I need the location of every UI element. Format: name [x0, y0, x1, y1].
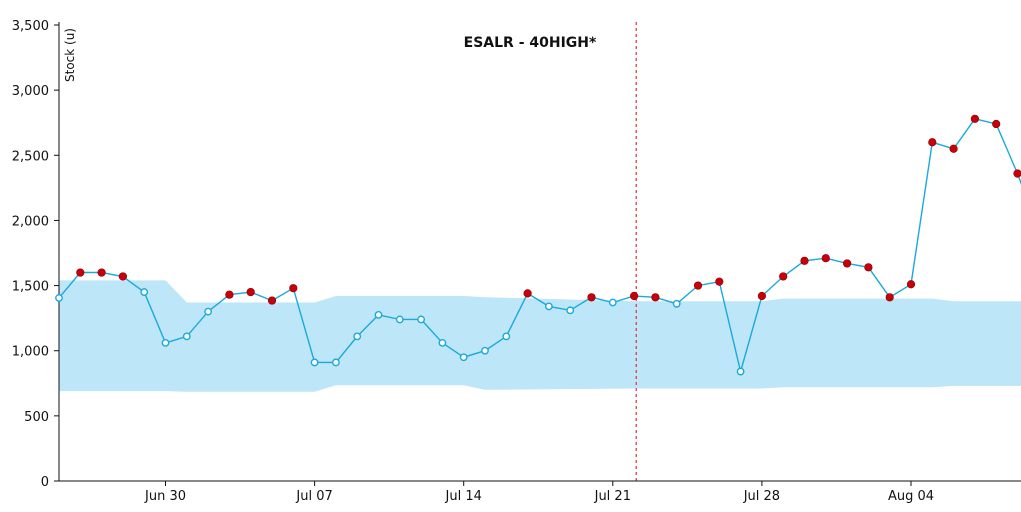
data-point-over	[97, 268, 106, 277]
data-point-over	[225, 290, 234, 299]
data-point-over	[267, 296, 277, 305]
data-point-over	[757, 291, 767, 301]
data-point-over	[289, 284, 298, 293]
data-point-ok	[459, 353, 468, 362]
data-point-ok	[374, 310, 383, 319]
data-point-over	[246, 287, 255, 297]
data-point-ok	[331, 358, 340, 367]
data-point-ok	[608, 298, 617, 307]
data-point-ok	[438, 338, 447, 347]
x-tick-label: Jul 21	[594, 489, 631, 504]
data-point-over	[715, 277, 724, 286]
y-tick-label: 2,000	[12, 214, 49, 229]
data-point-over	[651, 293, 660, 302]
y-tick-label: 1,500	[12, 280, 49, 295]
data-point-over	[885, 293, 894, 302]
x-tick-label: Jul 28	[743, 489, 780, 504]
data-point-ok	[481, 346, 489, 355]
data-point-over	[523, 289, 532, 298]
data-point-ok	[55, 294, 63, 302]
x-tick-label: Jul 14	[445, 489, 482, 504]
data-point-ok	[204, 307, 213, 316]
y-tick-label: 2,500	[12, 149, 49, 164]
data-point-over	[118, 272, 127, 281]
data-point-ok	[182, 332, 191, 341]
y-tick-label: 0	[41, 475, 49, 490]
x-tick-label: Jun 30	[144, 489, 186, 504]
data-point-over	[1013, 169, 1021, 178]
x-tick-label: Aug 04	[888, 489, 934, 504]
data-point-ok	[502, 332, 511, 341]
data-point-ok	[545, 302, 553, 311]
data-point-ok	[395, 315, 404, 324]
data-point-over	[992, 119, 1001, 129]
data-point-over	[587, 293, 596, 302]
data-point-over	[779, 272, 788, 281]
stock-range-band-layer	[59, 280, 1021, 392]
data-point-over	[949, 144, 958, 153]
data-point-ok	[566, 306, 575, 315]
y-axis-label: Stock (u)	[63, 28, 77, 82]
series-points-layer	[55, 114, 1021, 376]
y-tick-label: 1,000	[12, 345, 49, 360]
data-point-ok	[161, 338, 170, 347]
data-point-ok	[417, 315, 425, 324]
data-point-over	[842, 259, 852, 268]
data-point-over	[693, 281, 703, 290]
data-point-over	[629, 291, 639, 301]
y-tick-label: 3,000	[12, 84, 49, 99]
data-point-over	[906, 280, 916, 289]
data-point-ok	[310, 358, 319, 367]
data-point-over	[928, 138, 937, 147]
chart-title: ESALR - 40HIGH*	[464, 35, 597, 51]
data-point-ok	[353, 332, 362, 341]
axes: 0 500 1,000 1,500 2,000 2,500 3,000 3,500 Jun 30…	[12, 19, 1021, 504]
data-point-ok	[140, 288, 149, 296]
y-tick-label: 500	[24, 410, 49, 425]
y-tick-label: 3,500	[12, 19, 49, 34]
data-point-over	[970, 114, 980, 123]
data-point-over	[864, 263, 873, 272]
data-point-over	[76, 268, 85, 277]
stock-range-band	[59, 280, 1021, 392]
data-point-over	[821, 254, 830, 263]
data-point-ok	[672, 299, 681, 308]
x-tick-label: Jul 07	[295, 489, 332, 504]
data-point-over	[800, 256, 809, 265]
data-point-ok	[736, 367, 745, 376]
